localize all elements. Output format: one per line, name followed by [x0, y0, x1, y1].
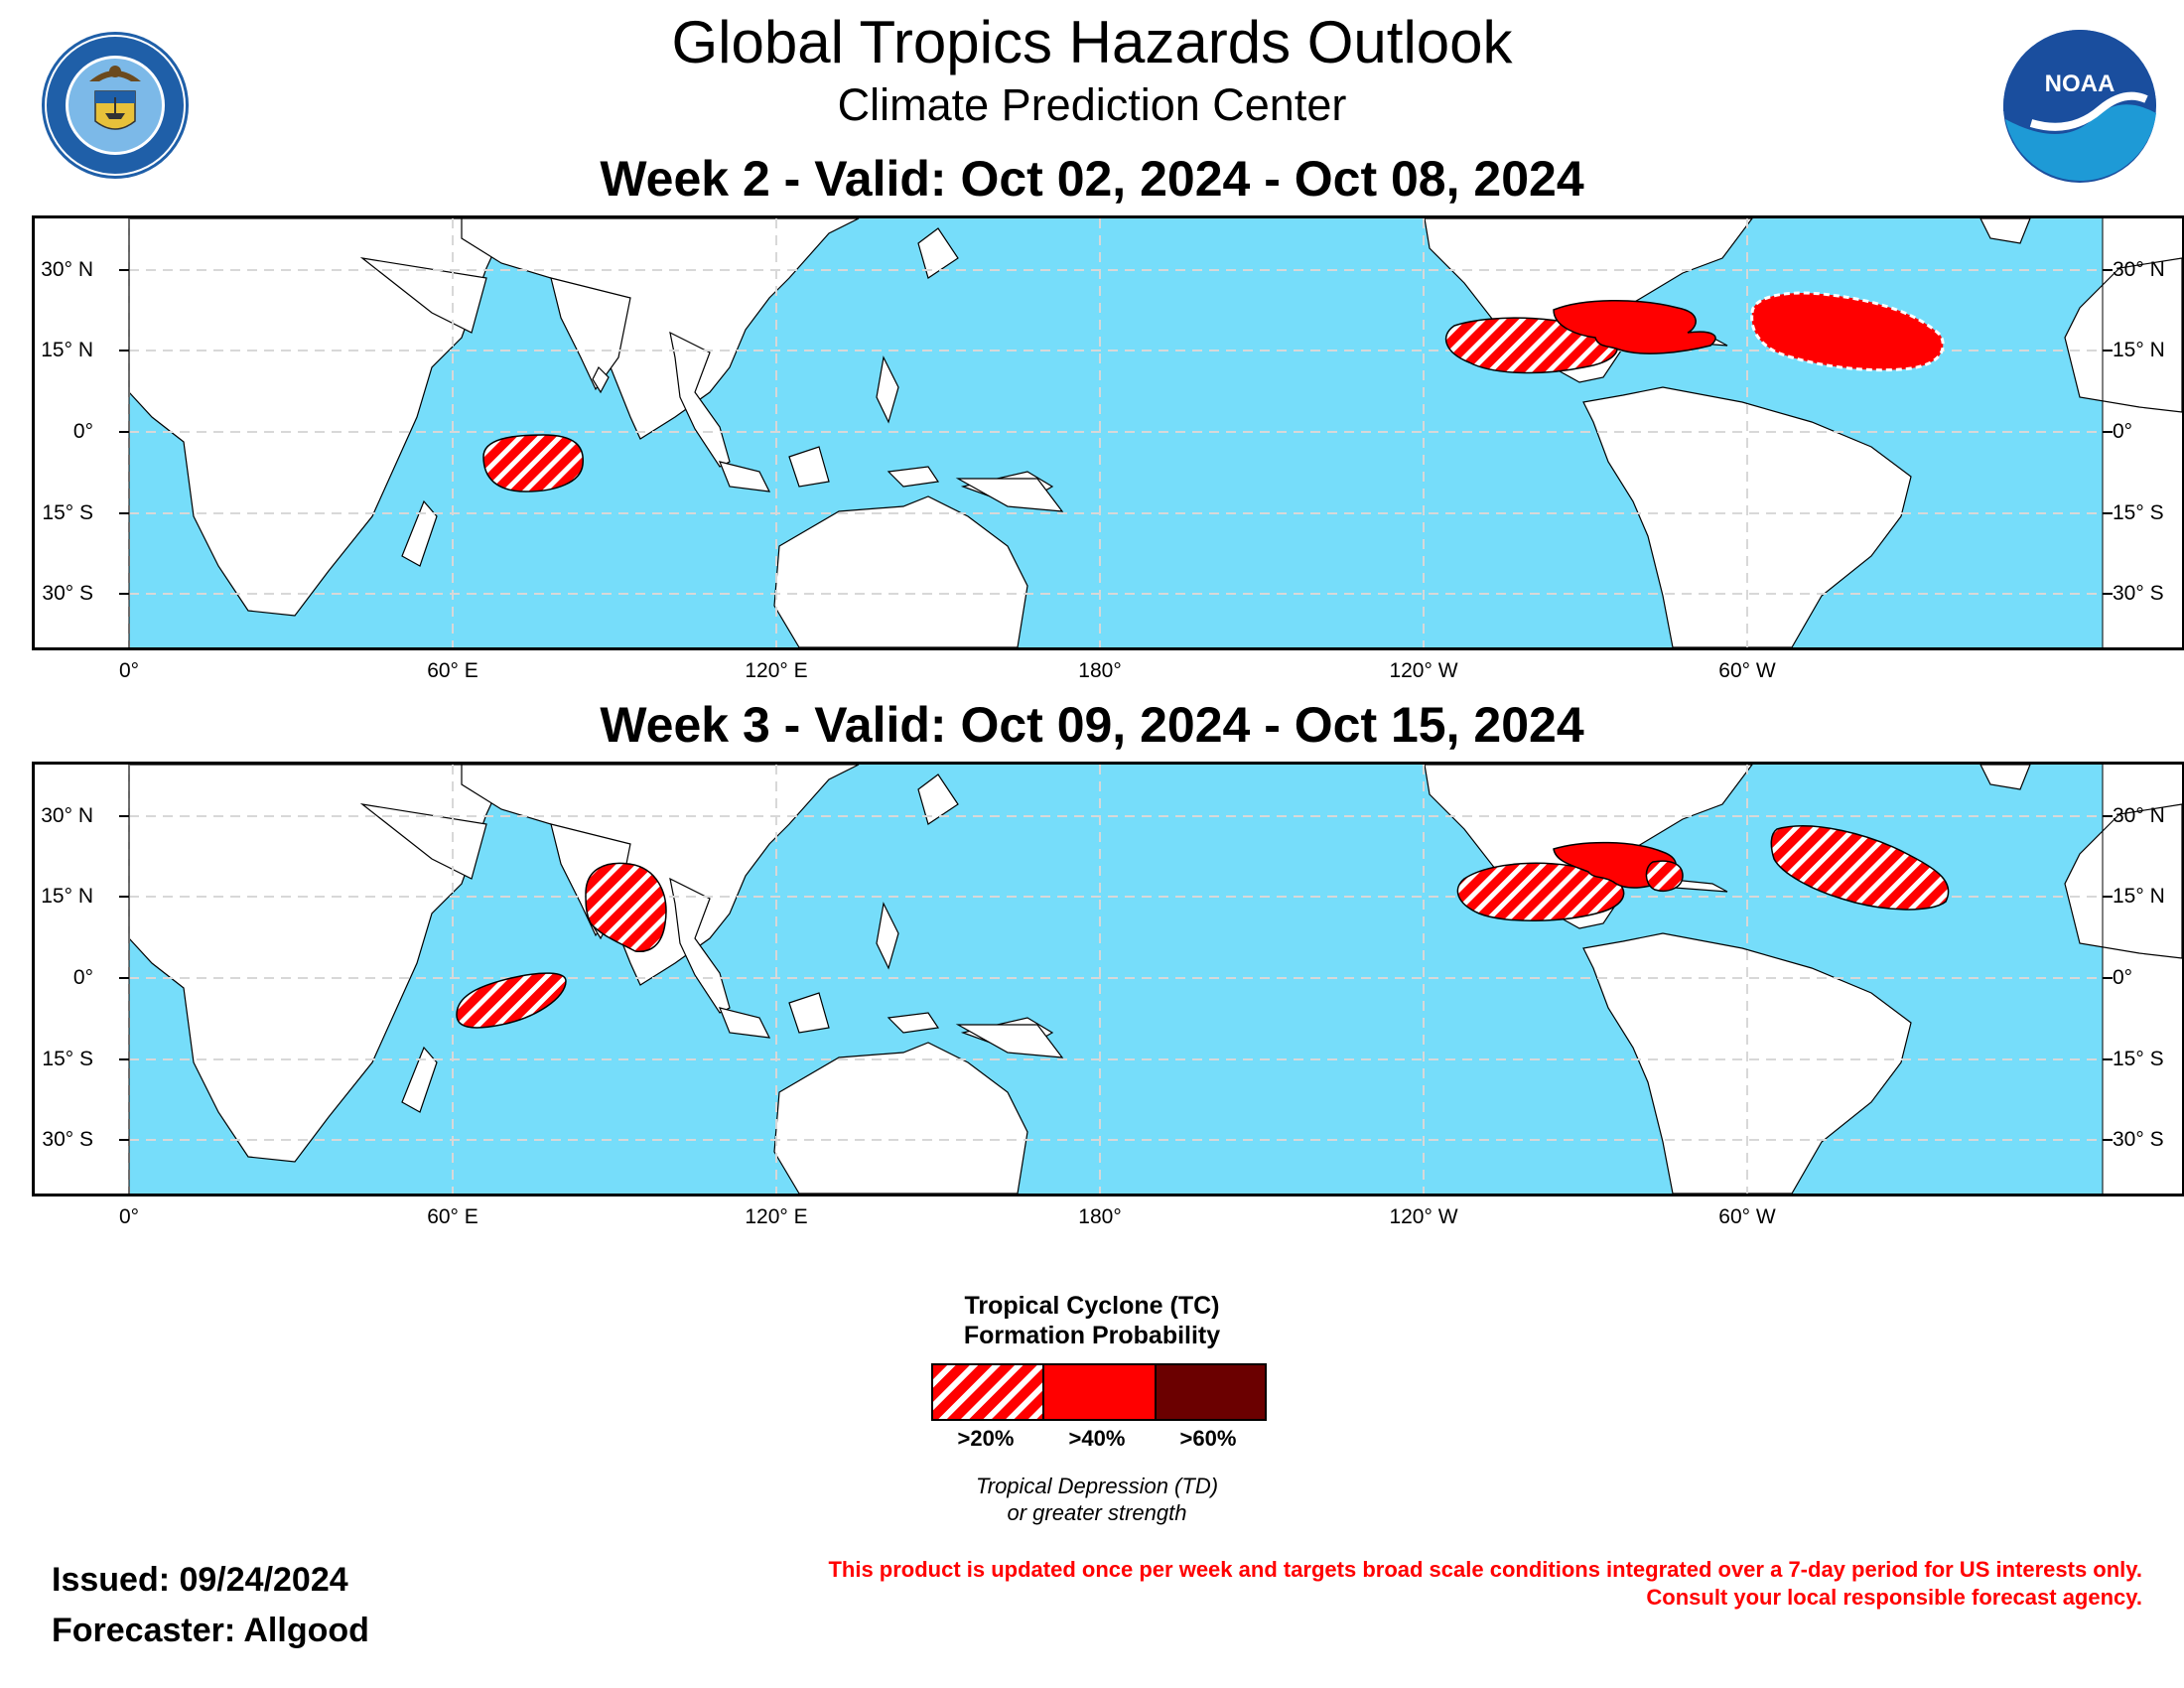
week3-title: Week 3 - Valid: Oct 09, 2024 - Oct 15, 2…: [600, 697, 1584, 753]
lat-label-left: 15° S: [42, 1048, 93, 1070]
lat-label-right: 0°: [2113, 420, 2133, 443]
lat-label-right: 15° S: [2113, 501, 2164, 524]
new-guinea-land: [955, 1024, 1064, 1058]
legend-title-line1: Tropical Cyclone (TC): [964, 1292, 1220, 1320]
legend-note-line1: Tropical Depression (TD): [975, 1474, 1219, 1498]
gulf-caribbean-hazard-area-hatched: [1645, 860, 1684, 892]
legend-swatch-60: [1154, 1365, 1265, 1419]
legend-label-20: >20%: [957, 1426, 1015, 1451]
lat-label-right: 15° S: [2113, 1048, 2164, 1070]
lat-label-right: 30° S: [2113, 1128, 2164, 1151]
disclaimer: This product is updated once per week an…: [828, 1556, 2142, 1612]
madagascar-land: [401, 499, 438, 567]
south-america-land: [1582, 932, 1912, 1194]
lon-label: 180°: [1078, 659, 1122, 682]
lat-label-right: 0°: [2113, 966, 2133, 989]
japan-land: [917, 227, 959, 279]
madagascar-land: [401, 1046, 438, 1113]
australia-land: [773, 495, 1028, 647]
legend-swatch-40: [1042, 1365, 1155, 1419]
atlantic-hazard-area: [1750, 291, 1945, 372]
gulf-caribbean-hazard-area: [1553, 300, 1716, 354]
lat-label-left: 15° N: [41, 885, 93, 908]
issued-date: Issued: 09/24/2024: [52, 1561, 348, 1599]
north-america-land: [1424, 218, 1753, 383]
lon-label: 120° W: [1389, 659, 1458, 682]
week2-title: Week 2 - Valid: Oct 02, 2024 - Oct 08, 2…: [600, 151, 1584, 207]
west-africa-land: [2064, 257, 2182, 413]
s-indian-ocean-hazard-area: [456, 972, 567, 1029]
lat-label-left: 30° S: [42, 1128, 93, 1151]
disclaimer-line1: This product is updated once per week an…: [828, 1557, 2142, 1582]
asia-mainland-land: [461, 218, 860, 440]
legend-label-60: >60%: [1179, 1426, 1237, 1451]
lat-label-right: 30° N: [2113, 804, 2165, 827]
south-america-land: [1582, 386, 1912, 647]
forecaster-name: Forecaster: Allgood: [52, 1612, 369, 1649]
lat-label-left: 30° S: [42, 582, 93, 605]
week2-map: [32, 215, 2184, 650]
lat-label-left: 15° N: [41, 339, 93, 361]
lon-label: 60° W: [1718, 659, 1776, 682]
s-indian-ocean-hazard-area: [482, 434, 584, 492]
lon-label: 120° E: [745, 659, 808, 682]
noaa-logo: NOAA: [2001, 28, 2158, 185]
gulf-caribbean-hazard-area: [1553, 841, 1677, 889]
atlantic-hazard-area: [1770, 825, 1950, 911]
lon-label: 60° E: [427, 659, 478, 682]
new-guinea-land: [955, 478, 1064, 512]
greenland-land: [1979, 218, 2031, 244]
lat-label-right: 15° N: [2113, 339, 2165, 361]
lat-label-left: 15° S: [42, 501, 93, 524]
indonesia-land: [719, 446, 1054, 507]
lat-label-left: 0°: [72, 966, 93, 989]
lat-label-left: 30° N: [41, 804, 93, 827]
lon-label: 0°: [118, 1205, 140, 1228]
page-title: Global Tropics Hazards Outlook: [671, 9, 1513, 75]
lon-label: 60° W: [1718, 1205, 1776, 1228]
japan-land: [917, 774, 959, 825]
legend-label-40: >40%: [1068, 1426, 1126, 1451]
philippines-land: [876, 355, 899, 424]
sri-lanka-land: [592, 365, 610, 394]
east-pacific-hazard-area: [1456, 862, 1625, 921]
arabia-land: [359, 803, 487, 880]
india-land: [550, 277, 631, 391]
asia-mainland-land: [461, 765, 860, 986]
page-subtitle: Climate Prediction Center: [837, 79, 1347, 130]
legend-swatch-20-hatched: [933, 1365, 1042, 1419]
arabia-land: [359, 257, 487, 334]
svg-text:NOAA: NOAA: [2045, 70, 2116, 97]
indonesia-land: [719, 992, 1054, 1054]
lon-label: 120° W: [1389, 1205, 1458, 1228]
lon-label: 0°: [118, 659, 140, 682]
australia-land: [773, 1042, 1028, 1194]
philippines-land: [876, 902, 899, 970]
lon-label: 60° E: [427, 1205, 478, 1228]
lon-label: 180°: [1078, 1205, 1122, 1228]
lat-label-right: 30° S: [2113, 582, 2164, 605]
greenland-land: [1979, 765, 2031, 790]
lon-label: 120° E: [745, 1205, 808, 1228]
week3-map: [32, 762, 2184, 1196]
legend-title: Tropical Cyclone (TC) Formation Probabil…: [893, 1291, 1291, 1350]
bay-of-bengal-hazard-area: [585, 862, 667, 953]
legend-bar: [931, 1363, 1267, 1421]
disclaimer-line2: Consult your local responsible forecast …: [1646, 1585, 2142, 1610]
lat-label-left: 30° N: [41, 258, 93, 281]
lat-label-right: 15° N: [2113, 885, 2165, 908]
lat-label-right: 30° N: [2113, 258, 2165, 281]
lat-label-left: 0°: [72, 420, 93, 443]
legend-note-line2: or greater strength: [1007, 1500, 1187, 1525]
legend-note: Tropical Depression (TD) or greater stre…: [874, 1473, 1320, 1526]
west-africa-land: [2064, 803, 2182, 959]
legend-title-line2: Formation Probability: [963, 1322, 1221, 1349]
commerce-seal-logo: [40, 30, 191, 181]
